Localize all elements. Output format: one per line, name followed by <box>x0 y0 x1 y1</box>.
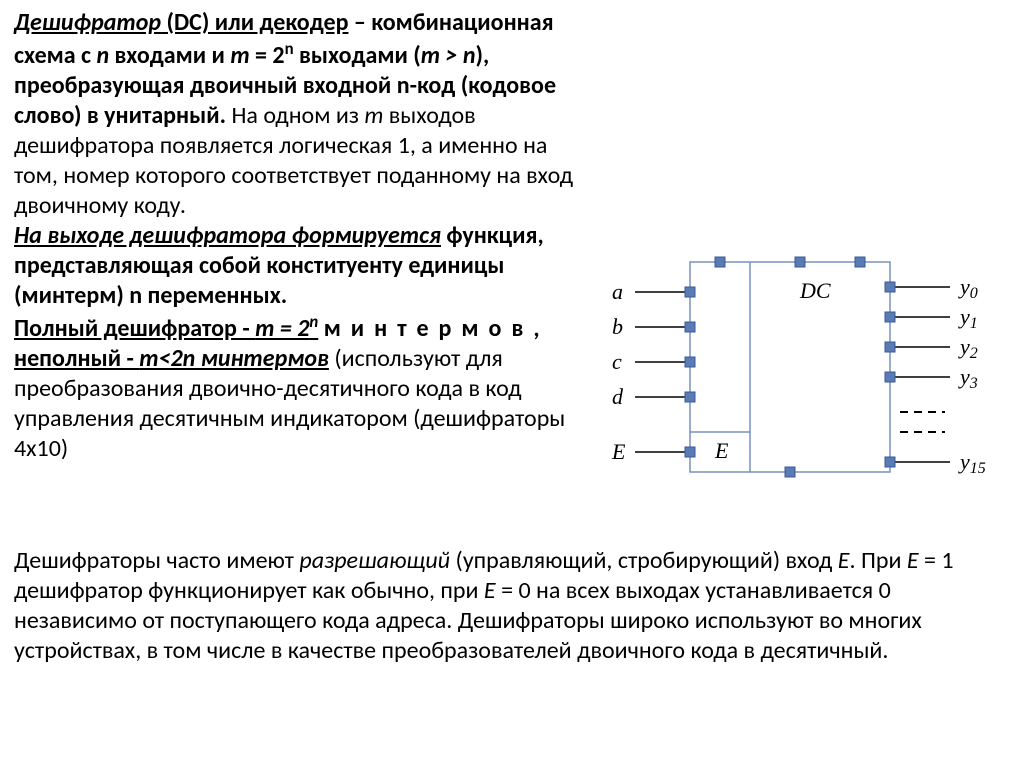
minterms-spaced: минтермов, <box>324 314 550 343</box>
incomplete-formula: m<2n минтермов <box>139 344 329 373</box>
para3-E3: E <box>484 576 496 605</box>
decoder-diagram: DC Eabcd Ey0y1y2y3 y15 <box>590 252 1010 500</box>
para3-E1: E <box>838 546 850 575</box>
full-decoder-prefix: Полный дешифратор - <box>14 314 255 343</box>
para3-razr: разрешающий <box>299 546 450 575</box>
text-block-bottom: Дешифраторы часто имеют разрешающий (упр… <box>14 546 1014 666</box>
para2-line1: На выходе дешифратора формируется <box>14 221 441 250</box>
incomplete-label: неполный - <box>14 344 139 373</box>
svg-text:a: a <box>612 279 623 304</box>
para3-E2: E <box>907 546 919 575</box>
svg-text:E: E <box>714 438 729 463</box>
svg-text:y1: y1 <box>958 304 978 332</box>
svg-text:b: b <box>612 314 623 339</box>
para3-pre: Дешифраторы часто имеют <box>14 546 299 575</box>
para1: Дешифратор (DC) или декодер – комбинацио… <box>14 8 573 220</box>
svg-text:y15: y15 <box>958 449 986 477</box>
svg-text:y0: y0 <box>958 274 978 302</box>
svg-text:d: d <box>612 384 624 409</box>
svg-text:c: c <box>612 349 622 374</box>
text-block-top: Дешифратор (DC) или декодер – комбинацио… <box>14 8 584 464</box>
svg-text:y2: y2 <box>958 334 978 362</box>
svg-text:E: E <box>611 439 626 464</box>
svg-text:y3: y3 <box>958 364 978 392</box>
svg-text:DC: DC <box>799 278 831 303</box>
full-decoder-formula: m = 2n <box>255 314 318 343</box>
para3-mid1: (управляющий, стробирующий) вход <box>450 546 838 575</box>
para3-mid2: . При <box>849 546 906 575</box>
